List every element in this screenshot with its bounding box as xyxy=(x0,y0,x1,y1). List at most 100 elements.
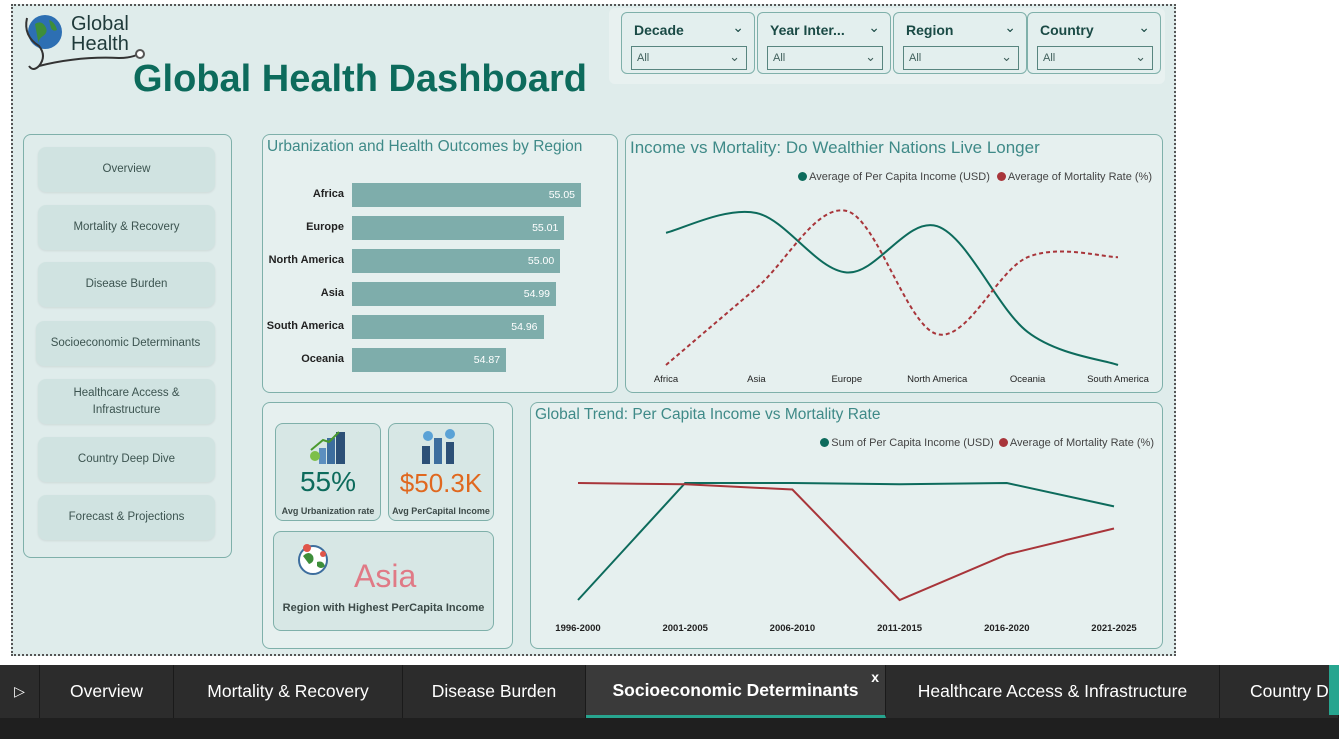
chevron-down-icon[interactable]: ⌄ xyxy=(729,49,740,64)
tab-country-deep-dive[interactable]: Country D xyxy=(1220,665,1339,718)
nav-disease-burden[interactable]: Disease Burden xyxy=(38,262,215,307)
tab-disease-burden[interactable]: Disease Burden xyxy=(403,665,586,718)
x-tick-label: North America xyxy=(907,374,968,385)
x-tick-label: 2011-2015 xyxy=(877,623,923,634)
slicer-value: All xyxy=(1043,52,1056,64)
x-tick-label: Oceania xyxy=(1009,374,1046,385)
scrollbar-accent xyxy=(1329,665,1339,715)
city-growth-icon xyxy=(310,431,345,464)
nav-mortality-recovery[interactable]: Mortality & Recovery xyxy=(38,205,215,250)
x-tick-label: South America xyxy=(1087,374,1149,385)
kpi-value: $50.3K xyxy=(399,468,483,498)
urbanization-bar-chart: Urbanization and Health Outcomes by Regi… xyxy=(262,134,618,393)
x-tick-label: 2016-2020 xyxy=(984,623,1030,634)
bar[interactable] xyxy=(352,282,557,306)
x-tick-label: 1996-2000 xyxy=(555,623,601,634)
bar-category-label: Oceania xyxy=(301,353,344,365)
slicer-year-interval[interactable]: Year Inter... ⌄ All ⌄ xyxy=(757,12,891,74)
chevron-down-icon[interactable]: ⌄ xyxy=(868,19,880,35)
kpi-caption: Avg Urbanization rate xyxy=(281,506,375,516)
series-line[interactable] xyxy=(665,209,1119,366)
tab-mortality-recovery[interactable]: Mortality & Recovery xyxy=(174,665,403,718)
chevron-down-icon[interactable]: ⌄ xyxy=(865,49,876,64)
bar-category-label: Africa xyxy=(312,188,344,200)
legend-label: Average of Mortality Rate (%) xyxy=(1009,437,1154,449)
bar-category-label: Europe xyxy=(306,221,344,233)
chevron-down-icon[interactable]: ⌄ xyxy=(1138,19,1150,35)
chevron-down-icon[interactable]: ⌄ xyxy=(1001,49,1012,64)
bar[interactable] xyxy=(352,348,507,372)
kpi-caption: Avg PerCapital Income xyxy=(392,506,490,516)
bar-value-label: 55.01 xyxy=(532,222,559,234)
legend-label: Average of Per Capita Income (USD) xyxy=(809,171,990,183)
bar-value-label: 54.99 xyxy=(523,288,551,300)
x-tick-label: Europe xyxy=(831,374,863,385)
bar[interactable] xyxy=(352,183,581,207)
tab-label: Socioeconomic Determinants xyxy=(612,679,859,700)
chevron-down-icon[interactable]: ⌄ xyxy=(1004,19,1016,35)
slicer-region[interactable]: Region ⌄ All ⌄ xyxy=(893,12,1027,74)
slicer-country[interactable]: Country ⌄ All ⌄ xyxy=(1027,12,1161,74)
chevron-down-icon[interactable]: ⌄ xyxy=(1135,49,1146,64)
series-line[interactable] xyxy=(577,481,1115,601)
bar-value-label: 54.96 xyxy=(511,321,538,333)
income-mortality-line-chart: Income vs Mortality: Do Wealthier Nation… xyxy=(625,134,1163,393)
globe-stethoscope-icon xyxy=(25,15,145,70)
logo-line1: Global xyxy=(71,13,129,35)
slicer-dropdown[interactable]: All ⌄ xyxy=(631,46,747,70)
tab-healthcare-access[interactable]: Healthcare Access & Infrastructure xyxy=(886,665,1220,718)
legend-swatch xyxy=(998,438,1008,447)
slicer-dropdown[interactable]: All ⌄ xyxy=(1037,46,1153,70)
chart-title: Urbanization and Health Outcomes by Regi… xyxy=(267,138,583,155)
x-tick-label: 2021-2025 xyxy=(1091,623,1137,634)
x-tick-label: Asia xyxy=(747,374,766,385)
kpi-panel: 55% Avg Urbanization rate $50.3K Avg Per… xyxy=(262,402,513,649)
global-trend-line-chart: Global Trend: Per Capita Income vs Morta… xyxy=(530,402,1163,649)
slicer-dropdown[interactable]: All ⌄ xyxy=(767,46,883,70)
bar-category-label: South America xyxy=(266,320,344,332)
tab-overview[interactable]: Overview xyxy=(40,665,174,718)
report-canvas: Global Health Global Health Dashboard De… xyxy=(11,4,1176,656)
series-line[interactable] xyxy=(665,210,1119,366)
slicer-value: All xyxy=(909,52,922,64)
bar-value-label: 54.87 xyxy=(473,354,501,366)
slicer-decade[interactable]: Decade ⌄ All ⌄ xyxy=(621,12,755,74)
slicer-value: All xyxy=(773,52,786,64)
nav-forecast[interactable]: Forecast & Projections xyxy=(38,495,215,540)
bar[interactable] xyxy=(352,216,565,240)
page-title: Global Health Dashboard xyxy=(133,58,587,100)
legend-swatch xyxy=(996,172,1006,181)
slicer-dropdown[interactable]: All ⌄ xyxy=(903,46,1019,70)
tab-socioeconomic-determinants[interactable]: Socioeconomic Determinants x xyxy=(586,665,886,718)
bar[interactable] xyxy=(352,315,544,339)
status-strip xyxy=(0,718,1339,739)
nav-overview[interactable]: Overview xyxy=(38,147,215,192)
kpi-value: Asia xyxy=(354,558,417,594)
logo: Global Health xyxy=(19,10,149,70)
bar-category-label: North America xyxy=(268,254,344,266)
page-navigator: Overview Mortality & Recovery Disease Bu… xyxy=(23,134,232,558)
chart-legend: Average of Per Capita Income (USD) Avera… xyxy=(798,171,1152,183)
chart-title: Income vs Mortality: Do Wealthier Nation… xyxy=(630,138,1040,157)
legend-swatch xyxy=(820,438,830,447)
legend-label: Sum of Per Capita Income (USD) xyxy=(831,437,994,449)
legend-swatch xyxy=(798,172,808,181)
x-tick-label: Africa xyxy=(653,374,679,385)
chart-legend: Sum of Per Capita Income (USD) Average o… xyxy=(820,437,1154,449)
nav-healthcare-access[interactable]: Healthcare Access & Infrastructure xyxy=(38,379,215,424)
chart-title: Global Trend: Per Capita Income vs Morta… xyxy=(535,406,881,423)
close-icon[interactable]: x xyxy=(871,669,879,685)
kpi-urbanization: 55% Avg Urbanization rate xyxy=(275,423,381,521)
nav-socioeconomic[interactable]: Socioeconomic Determinants xyxy=(36,321,215,366)
bar[interactable] xyxy=(352,249,561,273)
tab-scroll-button[interactable]: ▷ xyxy=(0,665,40,718)
bar-category-label: Asia xyxy=(320,287,344,299)
finance-chart-icon xyxy=(422,429,455,464)
nav-country-deep-dive[interactable]: Country Deep Dive xyxy=(38,437,215,482)
chevron-down-icon[interactable]: ⌄ xyxy=(732,19,744,35)
slicer-label: Decade xyxy=(634,22,684,38)
slicer-label: Country xyxy=(1040,22,1094,38)
bar-value-label: 55.00 xyxy=(527,255,555,267)
series-line[interactable] xyxy=(577,482,1115,602)
slicer-panel: Decade ⌄ All ⌄ Year Inter... ⌄ All ⌄ Reg… xyxy=(609,8,1165,84)
